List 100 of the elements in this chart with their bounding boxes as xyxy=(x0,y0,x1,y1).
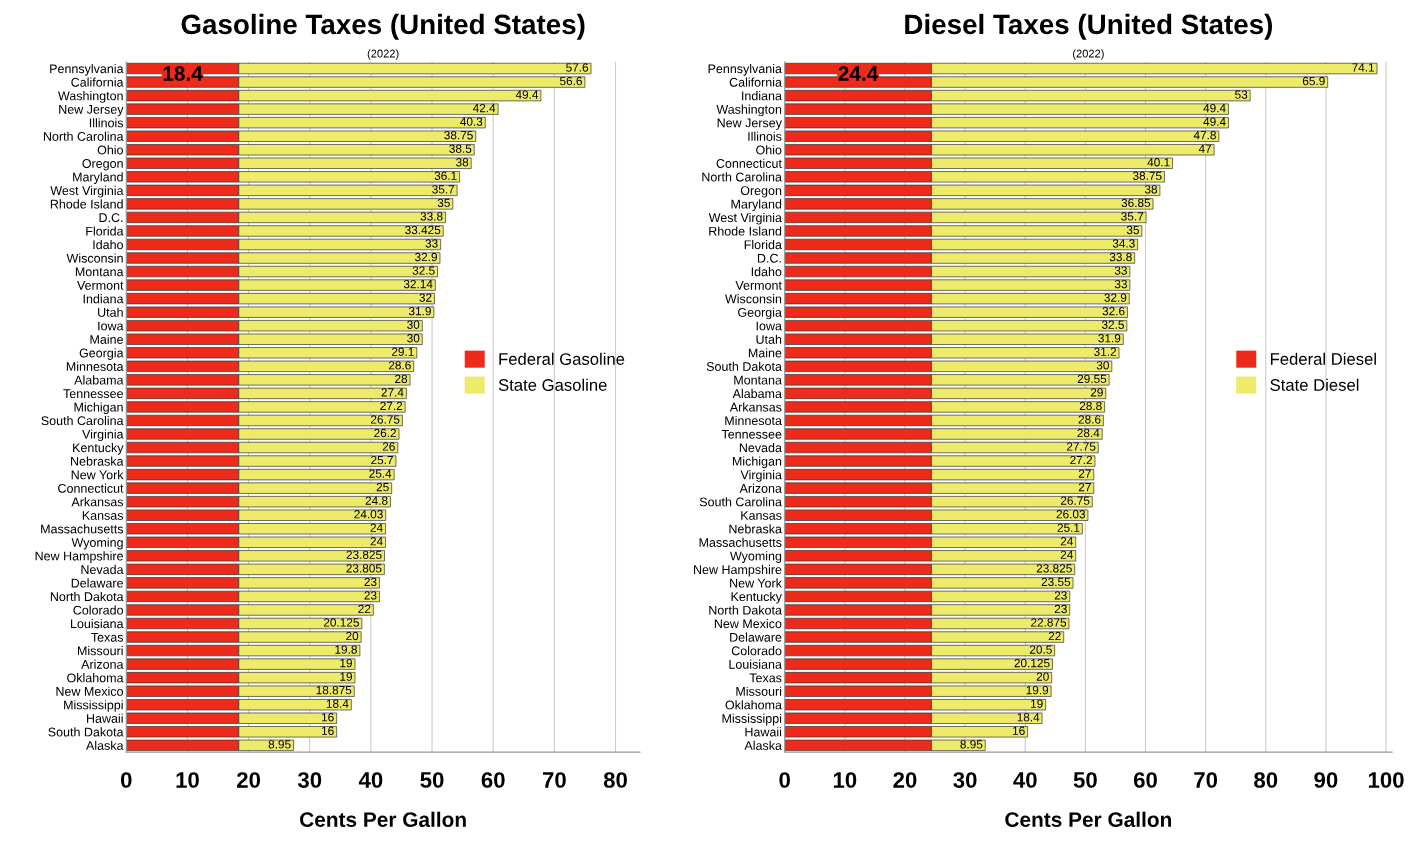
y-tick-label: Missouri xyxy=(78,646,123,656)
data-label: 28.8 xyxy=(1079,401,1102,411)
data-label: 25.1 xyxy=(1057,523,1080,532)
data-label: 42.4 xyxy=(472,103,496,113)
y-tick-label: Massachusetts xyxy=(41,524,124,534)
x-tick-label: 80 xyxy=(1254,772,1278,788)
data-label: 28.4 xyxy=(1077,428,1100,438)
y-tick-label: Connecticut xyxy=(58,483,124,493)
y-tick-label: Florida xyxy=(86,226,124,236)
data-label: 28.6 xyxy=(388,361,411,370)
data-label: 20.5 xyxy=(1029,645,1052,654)
y-tick-label: New York xyxy=(730,578,782,588)
y-tick-label: Tennessee xyxy=(721,429,782,439)
data-label: 30 xyxy=(407,320,420,329)
data-label: 40.1 xyxy=(1147,158,1170,167)
x-tick-label: 60 xyxy=(1133,772,1157,788)
data-label: 30 xyxy=(407,334,420,343)
data-label: 36.85 xyxy=(1121,198,1151,208)
y-tick-label: Kentucky xyxy=(73,443,124,455)
y-tick-label: South Carolina xyxy=(41,415,124,426)
data-label: 23 xyxy=(1054,604,1067,614)
y-tick-label: Georgia xyxy=(79,348,124,360)
data-label: 23.805 xyxy=(346,564,382,573)
y-tick-label: Kansas xyxy=(82,511,124,520)
data-label: 20.125 xyxy=(1014,658,1050,668)
y-tick-label: New York xyxy=(71,470,124,480)
data-label: 26 xyxy=(382,442,395,451)
y-tick-label: Rhode Island xyxy=(709,226,782,236)
data-label: 35 xyxy=(1126,225,1139,235)
y-tick-label: Utah xyxy=(756,334,782,344)
x-tick-label: 90 xyxy=(1314,772,1338,788)
y-tick-label: Georgia xyxy=(738,307,782,320)
y-tick-label: Oregon xyxy=(740,186,782,198)
y-tick-label: Iowa xyxy=(98,321,124,331)
data-label: 33 xyxy=(1114,279,1127,289)
data-label: 19 xyxy=(1031,699,1043,708)
y-tick-label: West Virginia xyxy=(50,185,124,198)
y-tick-label: Alabama xyxy=(732,388,782,399)
x-tick-label: 30 xyxy=(297,772,322,788)
y-tick-label: Oklahoma xyxy=(67,673,124,683)
data-label: 33.425 xyxy=(405,225,441,235)
data-label: 27 xyxy=(1078,482,1091,492)
y-tick-label: North Carolina xyxy=(43,131,124,141)
x-tick-label: 30 xyxy=(953,772,977,788)
y-tick-label: South Dakota xyxy=(706,361,782,371)
x-tick-label: 50 xyxy=(420,772,444,788)
legend-label: State Gasoline xyxy=(498,378,607,391)
data-label: 49.4 xyxy=(515,90,539,99)
data-label: 19 xyxy=(340,672,352,681)
y-tick-label: Arizona xyxy=(81,659,124,669)
data-label: 20 xyxy=(1036,672,1049,681)
data-label: 23 xyxy=(364,591,377,600)
y-tick-label: California xyxy=(729,77,782,87)
y-tick-label: Idaho xyxy=(93,239,123,250)
y-tick-label: Illinois xyxy=(89,118,124,128)
data-label: 24 xyxy=(370,537,383,546)
data-label: 31.9 xyxy=(408,306,431,316)
y-tick-label: Michigan xyxy=(732,456,782,469)
data-label: 35 xyxy=(437,198,450,208)
data-label: 24.03 xyxy=(354,510,383,519)
y-tick-label: Oregon xyxy=(82,159,123,171)
y-tick-label: Texas xyxy=(91,632,124,642)
data-label: 16 xyxy=(1013,726,1025,735)
data-label: 35.7 xyxy=(1121,212,1144,221)
x-tick-label: 70 xyxy=(1194,772,1218,788)
data-label: 38.5 xyxy=(449,144,472,153)
data-label: 49.4 xyxy=(1203,117,1226,126)
x-tick-label: 100 xyxy=(1368,772,1404,788)
y-tick-label: Montana xyxy=(75,267,124,277)
data-label: 32.9 xyxy=(415,252,437,262)
data-label: 27.75 xyxy=(1066,442,1096,451)
y-tick-label: Virginia xyxy=(740,470,782,482)
data-label: 24 xyxy=(1060,550,1073,559)
data-label: 38 xyxy=(1144,185,1158,194)
data-label: 19 xyxy=(340,658,352,668)
data-label: 8.95 xyxy=(268,740,291,749)
y-tick-label: Nevada xyxy=(739,443,782,453)
y-tick-label: Delaware xyxy=(71,578,123,588)
data-label: 40.3 xyxy=(460,117,483,126)
y-tick-label: Wisconsin xyxy=(725,294,782,304)
y-tick-label: Indiana xyxy=(742,91,782,101)
data-label: 28.6 xyxy=(1078,415,1101,424)
x-axis-title: Cents Per Gallon xyxy=(1005,811,1172,827)
y-tick-label: Delaware xyxy=(730,632,782,642)
data-label: 18.875 xyxy=(316,685,352,695)
y-tick-label: Florida xyxy=(744,239,782,250)
chart-subtitle: (2022) xyxy=(367,49,399,60)
y-tick-label: Wyoming xyxy=(730,551,782,563)
y-tick-label: Montana xyxy=(734,375,782,385)
y-tick-label: Nevada xyxy=(81,564,124,575)
data-label: 31.9 xyxy=(1098,334,1121,343)
y-tick-label: Minnesota xyxy=(725,415,782,426)
data-label: 33.8 xyxy=(1109,252,1132,262)
data-label: 32.5 xyxy=(1101,320,1124,329)
y-tick-label: Minnesota xyxy=(66,361,124,371)
data-label: 32 xyxy=(419,293,432,302)
y-tick-label: Hawaii xyxy=(87,713,123,723)
y-tick-label: Mississippi xyxy=(64,700,123,712)
data-label: 29 xyxy=(1090,388,1103,397)
data-label: 53 xyxy=(1235,90,1248,99)
